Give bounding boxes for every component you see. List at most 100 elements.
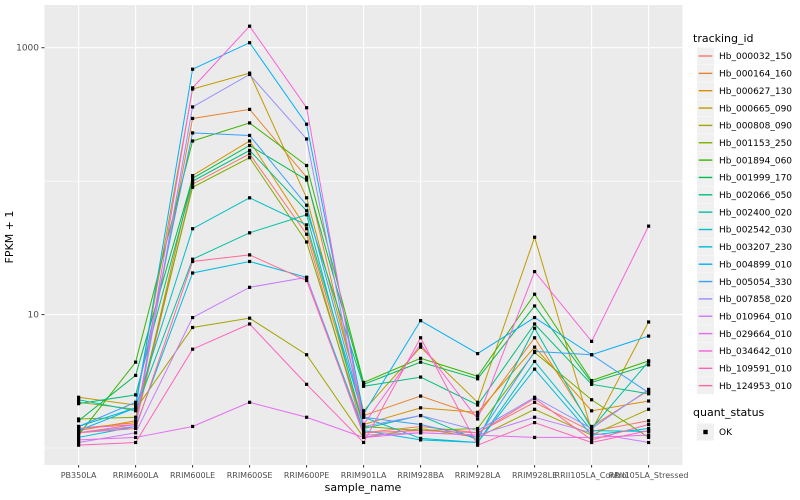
data-point <box>305 137 309 141</box>
data-point <box>134 426 138 431</box>
x-tick-label-RRIM928LE: RRIM928LE <box>512 471 557 480</box>
data-point <box>419 360 423 364</box>
data-point <box>191 424 195 429</box>
data-point <box>419 422 423 427</box>
data-point <box>77 417 81 421</box>
data-point <box>305 227 309 231</box>
data-point <box>419 438 423 442</box>
y-tick-label-10: 10 <box>28 311 40 321</box>
data-point <box>647 224 651 228</box>
data-point <box>362 426 366 431</box>
data-point <box>191 176 195 180</box>
data-point <box>305 106 309 110</box>
data-point <box>305 178 309 182</box>
data-point <box>191 116 195 121</box>
data-point <box>305 163 309 168</box>
data-point <box>248 148 252 152</box>
data-point <box>533 304 537 308</box>
legend-item-label: Hb_002400_020 <box>719 208 792 218</box>
legend-item-label: Hb_034642_010 <box>719 347 792 357</box>
data-point <box>77 435 81 440</box>
data-point <box>77 438 81 442</box>
data-point <box>77 419 81 423</box>
legend-item-label: Hb_002066_050 <box>719 191 792 201</box>
data-point <box>248 107 252 111</box>
data-point <box>134 435 138 440</box>
data-point <box>77 440 81 445</box>
chart-generated-content: 10 1000 PB350LA RRIM600LA RRIM600LE RRIM600SE… <box>16 5 792 480</box>
data-point <box>362 424 366 429</box>
legend-item-label: Hb_001999_170 <box>719 174 792 184</box>
data-point <box>647 359 651 364</box>
legend-item-label: Hb_000032_150 <box>719 52 792 62</box>
data-point <box>590 433 594 437</box>
data-point <box>305 122 309 126</box>
data-point <box>134 421 138 425</box>
data-point <box>248 400 252 404</box>
data-point <box>590 380 594 385</box>
data-point <box>533 359 537 364</box>
data-point <box>476 443 480 447</box>
data-point <box>419 429 423 433</box>
data-point <box>248 72 252 77</box>
data-point <box>590 378 594 383</box>
data-point <box>134 400 138 404</box>
data-point <box>191 259 195 264</box>
legend-item-label: Hb_002542_030 <box>719 226 792 236</box>
data-point <box>647 391 651 395</box>
x-tick-label-RRIM928BA: RRIM928BA <box>397 471 444 480</box>
data-point <box>191 227 195 231</box>
data-point <box>590 435 594 440</box>
data-point <box>533 326 537 330</box>
x-tick-label-RRIM600LA: RRIM600LA <box>113 471 159 480</box>
data-point <box>191 185 195 189</box>
legend-item-label: Hb_005054_330 <box>719 278 792 288</box>
data-point <box>533 292 537 296</box>
legend-title-tracking-id: tracking_id <box>693 32 754 45</box>
data-point <box>305 223 309 227</box>
data-point <box>476 438 480 442</box>
legend-item-label: Hb_004899_010 <box>719 260 792 270</box>
data-point <box>476 403 480 407</box>
legend-item-label: Hb_124953_010 <box>719 382 792 392</box>
data-point <box>647 422 651 427</box>
legend-item-label: Hb_029664_010 <box>719 330 792 340</box>
legend-item-label: Hb_000164_160 <box>719 70 792 80</box>
data-point <box>533 435 537 440</box>
data-point <box>533 415 537 419</box>
data-point <box>248 231 252 235</box>
data-point <box>248 316 252 320</box>
data-point <box>134 415 138 419</box>
data-point <box>248 156 252 160</box>
data-point <box>191 271 195 275</box>
data-point <box>77 426 81 431</box>
data-point <box>362 409 366 413</box>
legend-item-label: Hb_010964_010 <box>719 312 792 322</box>
data-point <box>305 175 309 179</box>
data-point <box>305 240 309 244</box>
data-point <box>476 426 480 431</box>
data-point <box>134 406 138 410</box>
data-point <box>647 334 651 338</box>
data-point <box>77 395 81 399</box>
data-point <box>77 402 81 406</box>
data-point <box>191 347 195 351</box>
data-point <box>533 400 537 404</box>
data-point <box>476 351 480 356</box>
legend-item-label: Hb_001894_060 <box>719 156 792 166</box>
data-point <box>590 438 594 442</box>
data-point <box>134 431 138 435</box>
data-point <box>362 415 366 419</box>
data-point <box>647 399 651 403</box>
data-point <box>134 440 138 445</box>
legend-title-quant-status: quant_status <box>693 406 765 419</box>
data-point <box>248 253 252 257</box>
data-point <box>419 413 423 418</box>
data-point <box>647 435 651 440</box>
data-point <box>590 426 594 431</box>
data-point <box>134 360 138 364</box>
data-point <box>362 384 366 388</box>
x-tick-label-RRIM928LA: RRIM928LA <box>455 471 501 480</box>
x-tick-label-RRIM901LA: RRIM901LA <box>341 471 387 480</box>
data-point <box>77 431 81 435</box>
